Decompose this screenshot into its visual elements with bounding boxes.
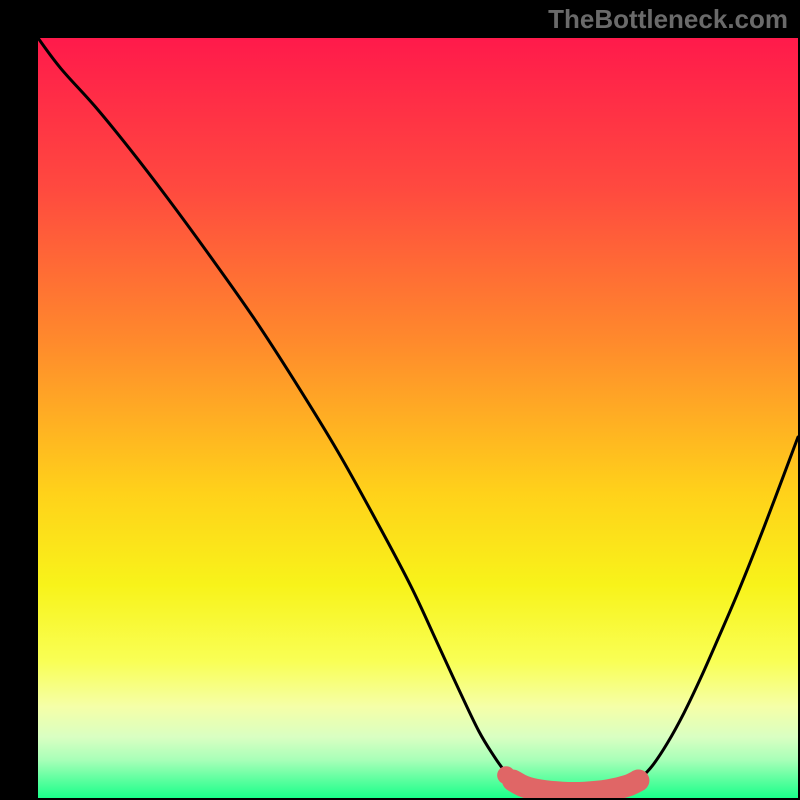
chart-container: TheBottleneck.com <box>0 0 800 800</box>
plot-area <box>38 38 798 798</box>
chart-svg <box>38 38 798 798</box>
valley-segment <box>513 781 638 793</box>
marker-dot <box>497 766 515 784</box>
gradient-background <box>38 38 798 798</box>
watermark-label: TheBottleneck.com <box>548 4 788 35</box>
